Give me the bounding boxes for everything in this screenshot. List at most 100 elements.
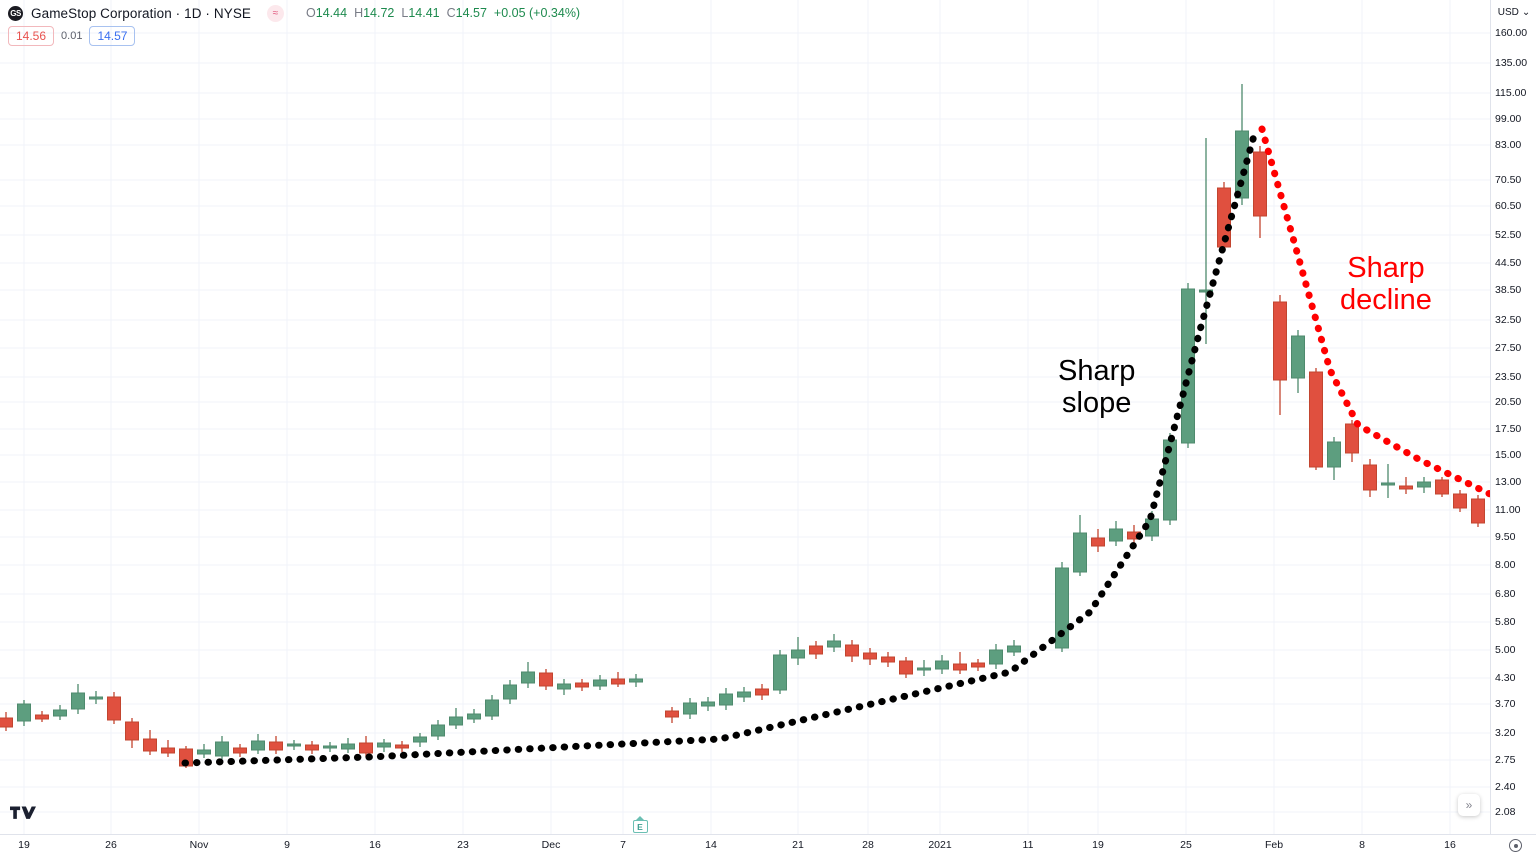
candlestick bbox=[1417, 477, 1431, 493]
currency-unit-selector[interactable]: USD ⌄ bbox=[1494, 5, 1534, 20]
candlestick bbox=[863, 648, 877, 665]
candlestick bbox=[539, 669, 553, 690]
candlestick bbox=[53, 705, 67, 720]
candle-body bbox=[575, 682, 589, 688]
candle-body bbox=[359, 742, 373, 754]
chart-plot-area[interactable] bbox=[0, 0, 1490, 834]
price-tick-label: 70.50 bbox=[1495, 174, 1522, 186]
candlestick bbox=[971, 659, 985, 671]
candle-body bbox=[539, 672, 553, 687]
candle-body bbox=[305, 744, 319, 751]
time-tick-label: 14 bbox=[705, 839, 717, 851]
candle-body bbox=[935, 660, 949, 670]
time-tick-label: Feb bbox=[1264, 839, 1284, 851]
candlestick bbox=[665, 707, 679, 723]
candle-body bbox=[17, 703, 31, 722]
candlestick bbox=[161, 740, 175, 757]
symbol-title[interactable]: GameStop Corporation · 1D · NYSE bbox=[31, 5, 252, 21]
ohlc-values: O14.44 H14.72 L14.41 C14.57 +0.05 (+0.34… bbox=[306, 6, 580, 20]
candlestick bbox=[611, 672, 625, 687]
candlestick bbox=[917, 660, 931, 676]
price-tick-label: 60.50 bbox=[1495, 200, 1522, 212]
price-axis[interactable]: USD ⌄ 160.00 135.00 115.00 99.00 83.00 70.50 6… bbox=[1490, 0, 1536, 844]
candlestick bbox=[1109, 521, 1123, 546]
candlestick bbox=[809, 641, 823, 659]
candle-body bbox=[143, 738, 157, 752]
price-tick-label: 44.50 bbox=[1495, 257, 1522, 269]
uptrend-dotted[interactable] bbox=[181, 128, 1259, 767]
candle-body bbox=[1199, 289, 1213, 293]
price-tick-label: 27.50 bbox=[1495, 342, 1522, 354]
price-tick-label: 52.50 bbox=[1495, 229, 1522, 241]
bid-price-badge[interactable]: 14.56 bbox=[8, 26, 55, 46]
candlestick bbox=[629, 674, 643, 687]
ask-price-badge[interactable]: 14.57 bbox=[89, 26, 136, 46]
candlestick bbox=[1007, 640, 1021, 656]
time-tick-label: 7 bbox=[620, 839, 626, 851]
price-tick-label: 23.50 bbox=[1495, 371, 1522, 383]
downtrend-dotted[interactable] bbox=[1258, 125, 1490, 498]
candlestick bbox=[1091, 529, 1105, 552]
candle-body bbox=[899, 660, 913, 675]
candlestick bbox=[287, 740, 301, 750]
candle-body bbox=[1181, 288, 1195, 444]
candlestick bbox=[395, 741, 409, 752]
ohlc-low: L14.41 bbox=[401, 6, 440, 20]
candle-body bbox=[521, 671, 535, 684]
candle-body bbox=[1399, 485, 1413, 490]
price-tick-label: 13.00 bbox=[1495, 476, 1522, 488]
candlestick bbox=[341, 738, 355, 753]
candlestick bbox=[899, 657, 913, 678]
trendline-layer[interactable] bbox=[0, 0, 1490, 834]
candle-body bbox=[845, 644, 859, 657]
candlestick bbox=[0, 712, 13, 731]
candlestick bbox=[233, 744, 247, 757]
candle-body bbox=[701, 701, 715, 707]
candlestick bbox=[989, 644, 1003, 669]
price-tick-label: 5.00 bbox=[1495, 644, 1516, 656]
candlestick bbox=[683, 698, 697, 719]
time-axis[interactable]: 19 26 Nov 9 16 23 Dec 7 14 21 28 2021 11 19 25 Feb 8 16 bbox=[0, 834, 1536, 856]
candlestick bbox=[935, 655, 949, 674]
candlestick bbox=[1181, 283, 1195, 448]
candle-body bbox=[161, 747, 175, 754]
candlestick bbox=[1291, 330, 1305, 393]
price-tick-label: 9.50 bbox=[1495, 531, 1516, 543]
candle-body bbox=[413, 736, 427, 743]
price-tick-label: 2.40 bbox=[1495, 781, 1516, 793]
candlestick bbox=[1327, 437, 1341, 480]
candle-body bbox=[737, 691, 751, 698]
sharp-slope-label[interactable]: Sharp slope bbox=[1058, 355, 1136, 420]
candle-body bbox=[1309, 371, 1323, 468]
price-tick-label: 17.50 bbox=[1495, 423, 1522, 435]
price-tick-label: 3.20 bbox=[1495, 727, 1516, 739]
sharp-decline-label[interactable]: Sharp decline bbox=[1340, 252, 1432, 317]
price-tick-label: 3.70 bbox=[1495, 698, 1516, 710]
candle-body bbox=[1109, 528, 1123, 542]
clock-icon[interactable] bbox=[1509, 839, 1522, 852]
candle-body bbox=[107, 696, 121, 721]
candlestick bbox=[125, 718, 139, 748]
time-tick-label: Nov bbox=[189, 839, 209, 851]
candle-body bbox=[1055, 567, 1069, 649]
price-tick-label: 2.08 bbox=[1495, 806, 1516, 818]
candlestick bbox=[197, 744, 211, 758]
earnings-marker[interactable]: E bbox=[632, 816, 648, 833]
candlestick bbox=[251, 734, 265, 754]
candle-body bbox=[593, 679, 607, 687]
candle-body bbox=[881, 656, 895, 663]
candle-body bbox=[35, 714, 49, 720]
candle-body bbox=[791, 649, 805, 659]
candle-body bbox=[323, 745, 337, 749]
price-tick-label: 83.00 bbox=[1495, 139, 1522, 151]
time-tick-label: 19 bbox=[18, 839, 30, 851]
tradingview-logo[interactable] bbox=[10, 806, 36, 828]
candlestick bbox=[521, 662, 535, 688]
candle-body bbox=[341, 743, 355, 750]
candlestick bbox=[1471, 495, 1485, 527]
candlestick bbox=[1273, 295, 1287, 415]
expand-pane-button[interactable]: » bbox=[1458, 794, 1480, 816]
candle-body bbox=[809, 645, 823, 655]
candlestick-series bbox=[0, 84, 1485, 768]
candle-body bbox=[683, 702, 697, 715]
